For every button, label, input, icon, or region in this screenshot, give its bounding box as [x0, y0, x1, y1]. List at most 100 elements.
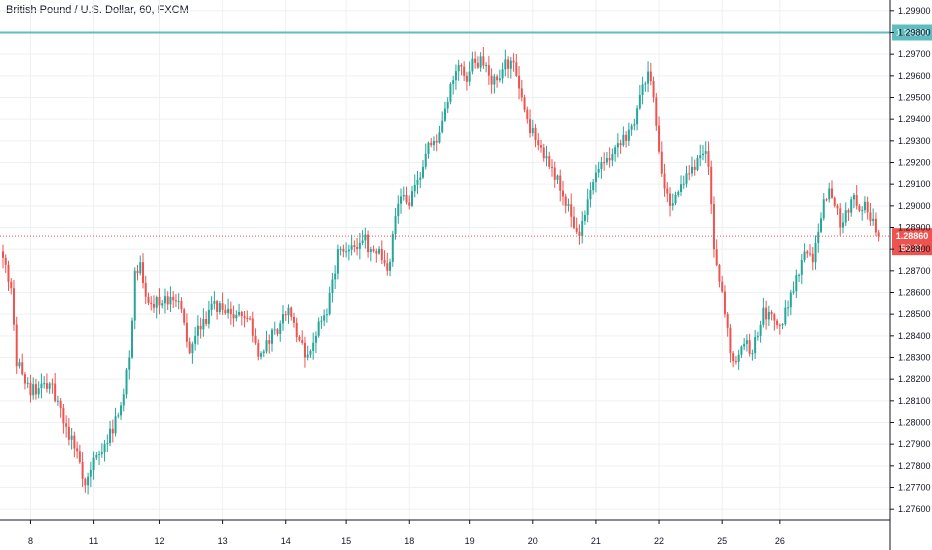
candle-body — [89, 470, 92, 477]
candle-body — [106, 443, 109, 445]
candle-body — [677, 191, 680, 195]
candle-body — [325, 314, 328, 316]
countdown-timer: 50:31 — [901, 243, 924, 253]
candle-body — [262, 351, 265, 354]
candle-body — [152, 303, 155, 308]
candle-body — [795, 275, 798, 292]
candle-body — [551, 166, 553, 168]
y-tick-label: 1.28500 — [898, 309, 931, 319]
candle-body — [759, 324, 762, 336]
candle-body — [320, 320, 323, 322]
candle-body — [356, 247, 359, 249]
y-tick-label: 1.29900 — [898, 6, 931, 16]
y-tick-label: 1.29800 — [898, 28, 931, 38]
y-tick-label: 1.28000 — [898, 418, 931, 428]
candle-body — [603, 162, 606, 164]
last-price-tag — [892, 228, 932, 256]
candle-body — [84, 478, 87, 486]
candle-body — [830, 188, 833, 198]
candle-body — [556, 175, 559, 180]
x-tick-label: 25 — [717, 536, 727, 546]
candle-body — [103, 444, 106, 453]
candle-body — [463, 66, 466, 76]
candle-body — [254, 335, 257, 343]
candle-body — [712, 204, 715, 250]
candle-body — [784, 307, 787, 325]
candle-body — [339, 248, 342, 250]
candle-body — [745, 340, 748, 344]
candle-body — [78, 451, 81, 463]
y-tick-label: 1.29700 — [898, 49, 931, 59]
candle-body — [839, 208, 842, 228]
candle-body — [820, 218, 823, 232]
x-tick-label: 12 — [154, 536, 164, 546]
candle-body — [866, 201, 869, 213]
candle-body — [652, 81, 655, 98]
candle-body — [23, 374, 26, 384]
candle-body — [781, 324, 784, 326]
candle-body — [353, 245, 356, 247]
candle-body — [281, 314, 284, 324]
candle-body — [323, 315, 326, 321]
candle-body — [526, 109, 529, 120]
candle-body — [309, 351, 312, 355]
candle-body — [62, 407, 65, 424]
candle-body — [608, 158, 611, 161]
candle-body — [748, 340, 751, 354]
candle-body — [240, 312, 243, 317]
x-tick-label: 21 — [591, 536, 601, 546]
candle-body — [512, 60, 515, 63]
y-tick-label: 1.27800 — [898, 461, 931, 471]
candle-body — [273, 329, 276, 331]
candle-body — [540, 145, 543, 148]
candle-body — [73, 435, 76, 449]
horizontal-line-tag — [892, 24, 932, 41]
candle-body — [435, 140, 438, 143]
candle-body — [361, 240, 364, 243]
y-tick-label: 1.29600 — [898, 71, 931, 81]
x-tick-label: 22 — [654, 536, 664, 546]
y-tick-label: 1.28100 — [898, 396, 931, 406]
candle-body — [166, 296, 169, 305]
candle-body — [114, 416, 117, 434]
candle-body — [710, 166, 713, 205]
candle-body — [828, 188, 831, 200]
candle-body — [776, 320, 779, 325]
candle-body — [432, 140, 435, 146]
candle-body — [54, 383, 57, 402]
candle-body — [402, 195, 405, 197]
y-tick-label: 1.29400 — [898, 114, 931, 124]
candle-body — [177, 301, 180, 303]
candle-body — [666, 188, 669, 194]
candle-body — [627, 129, 630, 141]
price-lines-layer: 1.29800 1.28860 50:31 — [0, 24, 932, 256]
candle-body — [863, 201, 866, 211]
candle-body — [111, 428, 114, 434]
candle-body — [583, 214, 586, 221]
candle-body — [734, 361, 737, 363]
candle-body — [682, 183, 685, 185]
candle-body — [216, 301, 219, 313]
y-tick-label: 1.28700 — [898, 266, 931, 276]
candle-body — [476, 62, 479, 68]
candle-body — [696, 158, 699, 170]
candle-body — [625, 134, 628, 141]
candle-body — [704, 151, 707, 154]
candle-body — [726, 314, 729, 328]
candle-body — [542, 147, 545, 159]
y-tick-label: 1.28400 — [898, 331, 931, 341]
candle-body — [331, 279, 334, 293]
candle-body — [67, 426, 70, 440]
candle-body — [81, 462, 84, 479]
candle-body — [641, 84, 644, 96]
candle-body — [95, 455, 98, 458]
candle-body — [408, 202, 411, 206]
candle-body — [7, 264, 10, 282]
candle-body — [498, 78, 501, 81]
candle-body — [394, 216, 397, 234]
candle-body — [800, 260, 803, 275]
candle-body — [2, 251, 4, 258]
candle-body — [817, 231, 820, 244]
candle-body — [117, 415, 120, 417]
